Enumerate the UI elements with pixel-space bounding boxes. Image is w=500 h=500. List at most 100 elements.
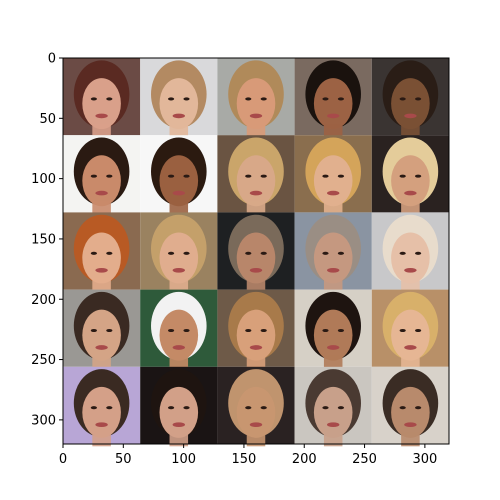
mouth-shape bbox=[249, 113, 263, 119]
face-shape bbox=[313, 155, 353, 207]
mouth-shape bbox=[404, 190, 417, 196]
eye-right bbox=[106, 406, 113, 410]
eye-left bbox=[167, 251, 175, 255]
eye-right bbox=[337, 328, 345, 333]
face-tile: person, blonde streaked hair over face, … bbox=[371, 135, 449, 215]
neck-shape bbox=[169, 123, 189, 138]
neck-shape bbox=[92, 355, 111, 370]
face-tile: woman, red hair with bangs bbox=[63, 212, 141, 292]
mouth-shape bbox=[249, 190, 263, 196]
eye-left bbox=[90, 328, 97, 333]
face-shape bbox=[159, 309, 199, 361]
face-shape bbox=[159, 386, 199, 438]
face-shape bbox=[82, 386, 121, 438]
eye-left bbox=[322, 174, 329, 178]
eye-left bbox=[167, 406, 175, 410]
mouth-shape bbox=[327, 190, 340, 196]
eye-right bbox=[260, 328, 267, 333]
mouth-shape bbox=[404, 422, 417, 428]
eye-right bbox=[106, 251, 113, 255]
y-tick-label: 300 bbox=[31, 413, 56, 428]
neck-shape bbox=[246, 278, 266, 292]
y-tick-label: 100 bbox=[31, 172, 56, 187]
face-shape bbox=[313, 309, 353, 361]
eye-right bbox=[183, 406, 190, 410]
eye-right bbox=[183, 251, 190, 255]
neck-shape bbox=[169, 278, 189, 292]
face-shape bbox=[236, 155, 276, 207]
face-tile: man, balding, open mouth, grey backgroun… bbox=[217, 58, 295, 138]
neck-shape bbox=[92, 432, 111, 447]
face-tile: man, grey hair, dark background bbox=[217, 212, 295, 292]
x-tick-label: 250 bbox=[352, 452, 377, 467]
eye-right bbox=[183, 328, 190, 333]
eye-right bbox=[106, 97, 113, 101]
face-shape bbox=[159, 232, 199, 284]
face-tile: woman, dark hair, profile, white backgro… bbox=[63, 135, 141, 215]
mouth-shape bbox=[404, 267, 417, 273]
mouth-shape bbox=[95, 267, 108, 273]
face-shape bbox=[159, 78, 199, 130]
neck-shape bbox=[92, 123, 111, 138]
face-tile: man, dark hair, stubble, sign background bbox=[294, 289, 372, 370]
neck-shape bbox=[401, 355, 420, 370]
eye-right bbox=[337, 406, 345, 410]
eye-left bbox=[322, 251, 329, 255]
eye-right bbox=[337, 251, 345, 255]
mouth-shape bbox=[249, 345, 263, 350]
neck-shape bbox=[169, 432, 189, 447]
eye-left bbox=[245, 251, 252, 255]
face-tile: woman, dark long hair, red lips, dark ba… bbox=[140, 366, 218, 447]
face-tile: woman, dark red hair, pink lips bbox=[63, 58, 141, 138]
face-tile: woman, blonde hair, dark background bbox=[217, 135, 295, 215]
face-shape bbox=[159, 155, 199, 207]
eye-left bbox=[322, 406, 329, 410]
eye-right bbox=[106, 328, 113, 333]
eye-left bbox=[90, 251, 97, 255]
mouth-shape bbox=[172, 190, 185, 196]
face-shape bbox=[236, 386, 276, 438]
x-axis: 0 50 100 150 200 250 300 bbox=[59, 444, 437, 467]
mouth-shape bbox=[327, 422, 340, 428]
face-tile: woman, blonde hair, smiling bbox=[140, 212, 218, 292]
neck-shape bbox=[246, 123, 266, 138]
eye-right bbox=[183, 174, 190, 178]
eye-right bbox=[260, 97, 267, 101]
face-tile: man, dark short hair, light background bbox=[371, 366, 449, 447]
x-tick-label: 150 bbox=[232, 452, 257, 467]
face-tile: woman, short dark hair, pink lips bbox=[294, 58, 372, 138]
neck-shape bbox=[323, 123, 343, 138]
face-shape bbox=[236, 232, 276, 284]
eye-right bbox=[415, 174, 422, 178]
face-tile: woman, profile, lavender background bbox=[63, 366, 141, 447]
neck-shape bbox=[323, 432, 343, 447]
axes-border bbox=[62, 57, 450, 445]
face-shape bbox=[236, 78, 276, 130]
eye-left bbox=[167, 97, 175, 101]
x-tick-label: 200 bbox=[292, 452, 317, 467]
x-tick-label: 300 bbox=[412, 452, 437, 467]
eye-left bbox=[167, 328, 175, 333]
neck-shape bbox=[246, 355, 266, 370]
mouth-shape bbox=[327, 113, 340, 119]
face-tile: woman, golden blonde hair, smiling bbox=[294, 135, 372, 215]
mouth-shape bbox=[327, 345, 340, 350]
eye-left bbox=[90, 97, 97, 101]
neck-shape bbox=[323, 278, 343, 292]
eye-right bbox=[106, 174, 113, 178]
face-tile: man, grey hair, blue-grey background bbox=[294, 212, 372, 292]
face-tile: man, shaved head, dark background bbox=[371, 58, 449, 138]
mouth-shape bbox=[95, 113, 108, 119]
face-tile: man, short hair, mugshot height chart bbox=[294, 366, 372, 447]
eye-left bbox=[399, 406, 406, 410]
mouth-shape bbox=[172, 267, 185, 273]
face-shape bbox=[391, 78, 430, 130]
eye-left bbox=[245, 406, 252, 410]
eye-left bbox=[90, 406, 97, 410]
mouth-shape bbox=[327, 267, 340, 273]
face-tile: man, white cap, green background bbox=[140, 289, 218, 370]
y-axis: 0 50 100 150 200 250 300 bbox=[31, 52, 63, 428]
neck-shape bbox=[92, 200, 111, 215]
face-shape bbox=[313, 78, 353, 130]
